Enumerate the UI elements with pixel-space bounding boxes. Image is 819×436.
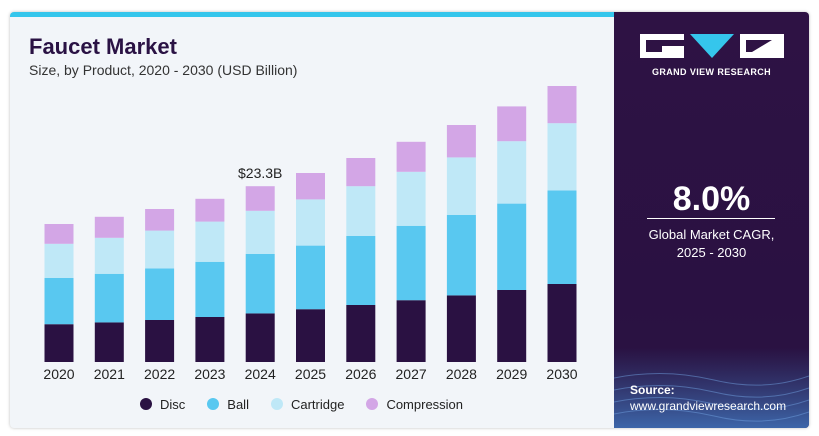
- brand-name: GRAND VIEW RESEARCH: [651, 67, 772, 77]
- cagr-panel: GRAND VIEW RESEARCH 8.0% Global Market C…: [614, 12, 809, 428]
- bar-segment-ball-2030: [547, 190, 577, 284]
- bar-segment-disc-2026: [346, 305, 376, 362]
- x-tick-label-2023: 2023: [194, 366, 225, 382]
- bar-segment-cartridge-2023: [195, 221, 225, 262]
- bar-segment-ball-2028: [446, 215, 476, 296]
- bar-segment-disc-2022: [145, 320, 175, 362]
- x-tick-label-2025: 2025: [295, 366, 326, 382]
- legend-swatch-ball: [207, 398, 220, 410]
- x-tick-label-2020: 2020: [43, 366, 74, 382]
- chart-card: Faucet Market Size, by Product, 2020 - 2…: [10, 12, 809, 428]
- bar-segment-compression-2020: [44, 224, 74, 244]
- chart-legend: Disc Ball Cartridge Compression: [140, 395, 463, 413]
- legend-label-ball: Ball: [227, 396, 249, 412]
- bar-segment-compression-2021: [94, 216, 124, 238]
- bar-segment-disc-2030: [547, 284, 577, 362]
- x-tick-label-2021: 2021: [94, 366, 125, 382]
- bar-segment-compression-2024: [245, 186, 275, 211]
- stacked-bar-chart: 2020 2021 2022 2023 2024 2025 2026 2027 2028 2029…: [43, 86, 578, 382]
- legend-swatch-cartridge: [270, 398, 283, 410]
- bar-segment-cartridge-2025: [296, 199, 325, 246]
- bar-segment-disc-2024: [245, 313, 275, 362]
- bar-segment-ball-2021: [94, 273, 124, 323]
- bar-segment-ball-2022: [145, 268, 175, 320]
- x-tick-label-2028: 2028: [446, 366, 477, 382]
- bar-segment-ball-2024: [245, 254, 275, 314]
- source-label: Source:: [630, 383, 675, 397]
- bar-segment-disc-2023: [195, 317, 225, 362]
- x-tick-label-2022: 2022: [144, 366, 175, 382]
- x-tick-label-2029: 2029: [496, 366, 527, 382]
- legend-item-cartridge: Cartridge: [270, 396, 345, 412]
- bar-segment-ball-2023: [195, 261, 225, 317]
- bar-segment-disc-2025: [296, 309, 325, 362]
- bar-segment-disc-2027: [396, 300, 426, 362]
- cagr-value: 8.0%: [672, 180, 751, 218]
- chart-title: Faucet Market: [29, 34, 177, 59]
- legend-item-disc: Disc: [140, 397, 185, 412]
- legend-item-ball: Ball: [207, 397, 249, 412]
- bar-segment-ball-2029: [497, 203, 527, 290]
- x-tick-label-2030: 2030: [546, 366, 577, 382]
- bar-segment-ball-2020: [44, 278, 74, 325]
- cagr-label: Global Market CAGR, 2025 - 2030: [614, 226, 809, 262]
- legend-label-compression: Compression: [386, 396, 464, 412]
- source-url[interactable]: www.grandviewresearch.com: [630, 399, 787, 413]
- data-label-2024: $23.3B: [238, 165, 282, 181]
- bar-segment-cartridge-2026: [346, 186, 376, 236]
- bar-segment-ball-2026: [346, 236, 376, 305]
- bar-segment-compression-2022: [145, 209, 175, 231]
- x-tick-label-2024: 2024: [245, 366, 276, 382]
- x-tick-label-2026: 2026: [345, 366, 376, 382]
- cagr-label-line2: 2025 - 2030: [676, 245, 747, 260]
- bar-segment-compression-2027: [396, 141, 426, 172]
- bar-segment-cartridge-2029: [497, 141, 527, 204]
- cagr-divider: [647, 218, 775, 219]
- bar-segment-cartridge-2021: [94, 237, 124, 274]
- legend-label-disc: Disc: [160, 396, 186, 412]
- bar-segment-disc-2028: [446, 295, 476, 362]
- legend-label-cartridge: Cartridge: [290, 396, 345, 412]
- bar-segment-cartridge-2024: [245, 210, 275, 254]
- bar-segment-disc-2029: [497, 290, 527, 362]
- legend-swatch-disc: [140, 398, 152, 410]
- gvr-logo-icon: [640, 34, 784, 58]
- bar-segment-compression-2030: [547, 86, 577, 124]
- bar-segment-compression-2023: [195, 198, 225, 222]
- accent-stripe: [10, 12, 614, 17]
- bar-segment-compression-2029: [497, 106, 527, 142]
- bar-segment-compression-2028: [446, 125, 476, 158]
- bar-segment-ball-2025: [296, 245, 325, 310]
- bar-segment-compression-2025: [296, 173, 325, 200]
- x-tick-label-2027: 2027: [396, 366, 427, 382]
- bar-segment-cartridge-2022: [145, 230, 175, 269]
- bar-segment-disc-2021: [94, 322, 124, 362]
- legend-item-compression: Compression: [366, 397, 463, 412]
- bar-segment-compression-2026: [346, 158, 376, 187]
- bar-segment-cartridge-2020: [44, 243, 74, 278]
- bar-segment-cartridge-2030: [547, 123, 577, 191]
- cagr-label-line1: Global Market CAGR,: [648, 227, 775, 242]
- bar-segment-disc-2020: [44, 324, 74, 362]
- legend-swatch-compression: [366, 398, 379, 410]
- bar-segment-cartridge-2027: [396, 171, 426, 226]
- bar-segment-cartridge-2028: [446, 157, 476, 215]
- bar-segment-ball-2027: [396, 225, 426, 301]
- wave-pattern: [614, 348, 809, 428]
- chart-subtitle: Size, by Product, 2020 - 2030 (USD Billi…: [29, 62, 298, 78]
